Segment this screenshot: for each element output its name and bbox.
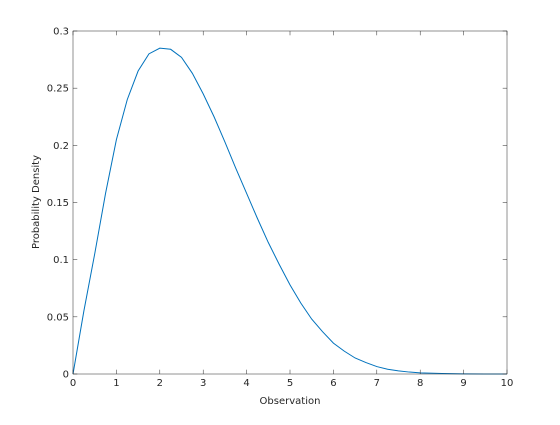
axes-layer: 0 1 2 3 4 5 6 7 8 9 10 0 0.05 0.1 0.15 0.2 0.25 0.3 xyxy=(47,27,514,390)
y-tick-label: 0.3 xyxy=(53,27,69,38)
plot-area xyxy=(73,31,507,374)
x-tick-label: 1 xyxy=(113,378,119,389)
y-tick-label: 0.25 xyxy=(47,84,69,95)
x-tick-label: 3 xyxy=(200,378,206,389)
x-tick-label: 6 xyxy=(330,378,336,389)
x-tick-label: 7 xyxy=(374,378,380,389)
y-tick-label: 0.05 xyxy=(47,312,69,323)
y-tick-label: 0.15 xyxy=(47,198,69,209)
series-line-0 xyxy=(72,47,508,375)
x-tick-label: 5 xyxy=(287,378,293,389)
series-layer xyxy=(72,47,508,375)
x-tick-label: 8 xyxy=(417,378,423,389)
y-tick-label: 0.2 xyxy=(53,141,69,152)
x-tick-label: 9 xyxy=(460,378,466,389)
x-tick-label: 4 xyxy=(243,378,249,389)
y-axis-label: Probability Density xyxy=(31,155,42,249)
x-axis-label: Observation xyxy=(260,396,321,407)
y-tick-label: 0.1 xyxy=(53,255,69,266)
x-tick-label: 0 xyxy=(70,378,76,389)
x-tick-label: 2 xyxy=(157,378,163,389)
y-tick-label: 0 xyxy=(63,370,69,381)
x-tick-label: 10 xyxy=(501,378,514,389)
